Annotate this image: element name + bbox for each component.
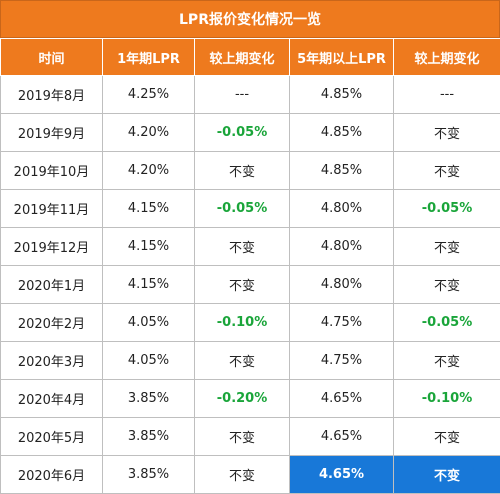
cell-change-5y: -0.05% [394, 304, 500, 342]
cell-date: 2020年6月 [1, 456, 103, 494]
cell-lpr-5y: 4.85% [290, 152, 394, 190]
cell-lpr-5y: 4.85% [290, 114, 394, 152]
table-row: 2020年2月 4.05% -0.10% 4.75% -0.05% [1, 304, 500, 342]
table-row: 2020年1月 4.15% 不变 4.80% 不变 [1, 266, 500, 304]
cell-lpr-1y: 3.85% [103, 418, 195, 456]
cell-change-1y: 不变 [195, 228, 290, 266]
cell-lpr-5y: 4.75% [290, 304, 394, 342]
table-row: 2019年8月 4.25% --- 4.85% --- [1, 76, 500, 114]
cell-lpr-1y: 4.20% [103, 152, 195, 190]
cell-lpr-5y: 4.80% [290, 266, 394, 304]
cell-date: 2019年9月 [1, 114, 103, 152]
cell-lpr-1y: 4.05% [103, 342, 195, 380]
cell-date: 2020年3月 [1, 342, 103, 380]
cell-change-1y: 不变 [195, 266, 290, 304]
cell-change-1y: -0.05% [195, 114, 290, 152]
cell-lpr-1y: 4.15% [103, 228, 195, 266]
cell-change-1y: 不变 [195, 456, 290, 494]
cell-lpr-5y: 4.75% [290, 342, 394, 380]
table-row: 2020年4月 3.85% -0.20% 4.65% -0.10% [1, 380, 500, 418]
cell-lpr-5y: 4.80% [290, 228, 394, 266]
header-lpr-5y: 5年期以上LPR [290, 39, 394, 76]
cell-lpr-5y-highlighted: 4.65% [290, 456, 394, 494]
cell-lpr-5y: 4.65% [290, 418, 394, 456]
cell-date: 2020年5月 [1, 418, 103, 456]
cell-change-5y: 不变 [394, 418, 500, 456]
cell-lpr-1y: 4.15% [103, 266, 195, 304]
cell-date: 2019年8月 [1, 76, 103, 114]
cell-date: 2019年10月 [1, 152, 103, 190]
cell-lpr-1y: 4.25% [103, 76, 195, 114]
cell-lpr-5y: 4.80% [290, 190, 394, 228]
header-row: 时间 1年期LPR 较上期变化 5年期以上LPR 较上期变化 [1, 39, 500, 76]
cell-date: 2019年12月 [1, 228, 103, 266]
cell-change-5y: 不变 [394, 342, 500, 380]
cell-lpr-1y: 3.85% [103, 456, 195, 494]
cell-date: 2020年2月 [1, 304, 103, 342]
table-row: 2019年11月 4.15% -0.05% 4.80% -0.05% [1, 190, 500, 228]
cell-change-1y: --- [195, 76, 290, 114]
cell-change-5y: 不变 [394, 152, 500, 190]
table-row: 2019年12月 4.15% 不变 4.80% 不变 [1, 228, 500, 266]
cell-lpr-5y: 4.85% [290, 76, 394, 114]
cell-change-1y: -0.10% [195, 304, 290, 342]
lpr-table: 时间 1年期LPR 较上期变化 5年期以上LPR 较上期变化 2019年8月 4… [0, 38, 500, 494]
cell-change-1y: 不变 [195, 152, 290, 190]
cell-change-5y-highlighted: 不变 [394, 456, 500, 494]
cell-change-5y: 不变 [394, 266, 500, 304]
cell-lpr-1y: 4.20% [103, 114, 195, 152]
cell-change-5y: --- [394, 76, 500, 114]
table-row: 2020年5月 3.85% 不变 4.65% 不变 [1, 418, 500, 456]
cell-date: 2019年11月 [1, 190, 103, 228]
table-row: 2019年9月 4.20% -0.05% 4.85% 不变 [1, 114, 500, 152]
cell-date: 2020年1月 [1, 266, 103, 304]
table-row: 2020年3月 4.05% 不变 4.75% 不变 [1, 342, 500, 380]
cell-change-1y: 不变 [195, 418, 290, 456]
cell-change-5y: 不变 [394, 114, 500, 152]
cell-date: 2020年4月 [1, 380, 103, 418]
header-lpr-1y: 1年期LPR [103, 39, 195, 76]
header-change-5y: 较上期变化 [394, 39, 500, 76]
cell-lpr-1y: 4.05% [103, 304, 195, 342]
header-date: 时间 [1, 39, 103, 76]
cell-change-1y: 不变 [195, 342, 290, 380]
table-title: LPR报价变化情况一览 [0, 0, 500, 38]
cell-change-5y: -0.10% [394, 380, 500, 418]
table-row: 2019年10月 4.20% 不变 4.85% 不变 [1, 152, 500, 190]
header-change-1y: 较上期变化 [195, 39, 290, 76]
cell-change-5y: 不变 [394, 228, 500, 266]
table-row: 2020年6月 3.85% 不变 4.65% 不变 [1, 456, 500, 494]
cell-change-1y: -0.20% [195, 380, 290, 418]
cell-change-5y: -0.05% [394, 190, 500, 228]
cell-change-1y: -0.05% [195, 190, 290, 228]
cell-lpr-5y: 4.65% [290, 380, 394, 418]
cell-lpr-1y: 3.85% [103, 380, 195, 418]
cell-lpr-1y: 4.15% [103, 190, 195, 228]
